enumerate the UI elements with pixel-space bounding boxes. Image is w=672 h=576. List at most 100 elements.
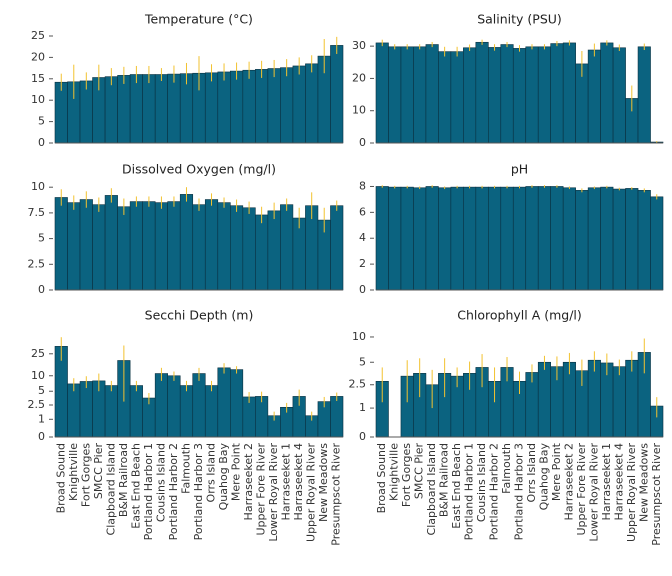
bar bbox=[117, 206, 131, 291]
x-tick-label: Portland Harbor 2 bbox=[488, 443, 501, 540]
bar bbox=[612, 366, 626, 438]
bar bbox=[450, 186, 464, 291]
x-tick-label: Upper Royal River bbox=[625, 443, 638, 542]
bar bbox=[637, 46, 651, 144]
bar bbox=[475, 186, 489, 291]
y-tick-label: 1 bbox=[359, 401, 366, 414]
y-tick-label: 2.5 bbox=[28, 257, 46, 270]
bar bbox=[167, 375, 181, 438]
bar bbox=[179, 194, 194, 291]
x-tick-label: SMCC Pier bbox=[92, 443, 105, 500]
bar bbox=[92, 204, 106, 291]
panel-title: Dissolved Oxygen (mg/l) bbox=[122, 162, 276, 177]
bar bbox=[67, 202, 81, 291]
x-tick-label: Mere Point bbox=[230, 442, 243, 501]
bar bbox=[550, 43, 564, 144]
bar bbox=[129, 201, 143, 291]
bar bbox=[204, 72, 219, 144]
bar bbox=[117, 75, 131, 144]
bar bbox=[292, 65, 306, 144]
y-tick-label: 6 bbox=[359, 205, 366, 218]
bar bbox=[230, 205, 244, 291]
bar bbox=[475, 41, 489, 144]
bar bbox=[280, 204, 294, 291]
bar bbox=[400, 46, 414, 144]
bar bbox=[305, 63, 319, 144]
y-tick-label: 20 bbox=[31, 50, 45, 63]
bar bbox=[625, 359, 639, 438]
x-tick-label: Knightville bbox=[67, 443, 80, 501]
x-tick-label: Falmouth bbox=[500, 443, 513, 494]
bar bbox=[612, 47, 626, 144]
bar bbox=[650, 196, 664, 291]
x-tick-label: Fort Gorges bbox=[79, 443, 92, 507]
y-tick-label: 0 bbox=[359, 430, 366, 443]
x-tick-label: Portland Harbor 3 bbox=[513, 443, 526, 540]
bar bbox=[375, 42, 389, 144]
y-tick-label: 5 bbox=[359, 355, 366, 368]
bar bbox=[217, 367, 231, 438]
bar bbox=[154, 74, 168, 144]
bar bbox=[330, 396, 344, 438]
x-tick-label: Orrs Island bbox=[525, 443, 538, 502]
bar bbox=[54, 197, 68, 291]
bar bbox=[600, 42, 614, 144]
panel-title: Temperature (°C) bbox=[144, 12, 253, 27]
x-tick-label: East End Beach bbox=[450, 443, 463, 529]
bar bbox=[67, 383, 81, 438]
x-tick-label: Cousins Island bbox=[154, 443, 167, 522]
bar bbox=[179, 385, 194, 438]
bar bbox=[267, 68, 281, 144]
x-tick-label: Quahog Bay bbox=[537, 443, 550, 511]
bar bbox=[104, 76, 118, 144]
x-tick-label: Portland Harbor 1 bbox=[142, 443, 155, 540]
bar bbox=[525, 46, 539, 144]
y-tick-label: 0 bbox=[359, 136, 366, 149]
x-tick-label: Falmouth bbox=[179, 443, 192, 494]
y-tick-label: 25 bbox=[31, 29, 45, 42]
bar bbox=[255, 396, 269, 438]
x-tick-label: Harraseeket 1 bbox=[280, 443, 293, 520]
bar bbox=[204, 385, 219, 438]
bar bbox=[463, 186, 477, 291]
y-tick-label: 15 bbox=[31, 72, 45, 85]
y-tick-label: 10 bbox=[31, 369, 45, 382]
x-tick-label: Clapboard Island bbox=[104, 443, 117, 535]
bar bbox=[292, 217, 306, 291]
y-tick-label: 2 bbox=[359, 257, 366, 270]
y-tick-label: 0 bbox=[38, 283, 45, 296]
y-tick-label: 0 bbox=[38, 430, 45, 443]
bar bbox=[562, 187, 576, 291]
bar bbox=[425, 44, 439, 144]
bar bbox=[142, 201, 156, 291]
bar bbox=[413, 46, 427, 144]
y-tick-label: 1 bbox=[38, 412, 45, 425]
bar bbox=[54, 81, 68, 144]
bar bbox=[230, 369, 244, 438]
y-tick-label: 8 bbox=[359, 179, 366, 192]
x-tick-label: Cousins Island bbox=[475, 443, 488, 522]
y-tick-label: 0 bbox=[359, 283, 366, 296]
x-tick-label: Mere Point bbox=[550, 442, 563, 501]
bar bbox=[154, 202, 168, 291]
bar bbox=[550, 186, 564, 291]
bar bbox=[267, 210, 281, 291]
y-tick-label: 2.5 bbox=[28, 398, 46, 411]
bar bbox=[413, 187, 427, 291]
bar bbox=[142, 74, 156, 144]
x-tick-label: Harraseeket 2 bbox=[562, 443, 575, 520]
y-tick-label: 10 bbox=[31, 180, 45, 193]
x-tick-label: Upper Fore River bbox=[255, 443, 268, 536]
panel-title: pH bbox=[511, 162, 528, 177]
x-tick-label: Presumpscot River bbox=[330, 443, 343, 546]
bar bbox=[242, 396, 256, 438]
bar bbox=[154, 373, 168, 438]
bar bbox=[388, 46, 402, 144]
x-tick-label: B&M Railroad bbox=[438, 443, 451, 517]
x-tick-label: Harraseeket 4 bbox=[612, 443, 625, 520]
x-tick-label: Lower Royal River bbox=[587, 443, 600, 542]
x-tick-label: Portland Harbor 1 bbox=[463, 443, 476, 540]
bar bbox=[587, 187, 601, 291]
bar bbox=[637, 190, 651, 291]
y-tick-label: 5 bbox=[38, 115, 45, 128]
